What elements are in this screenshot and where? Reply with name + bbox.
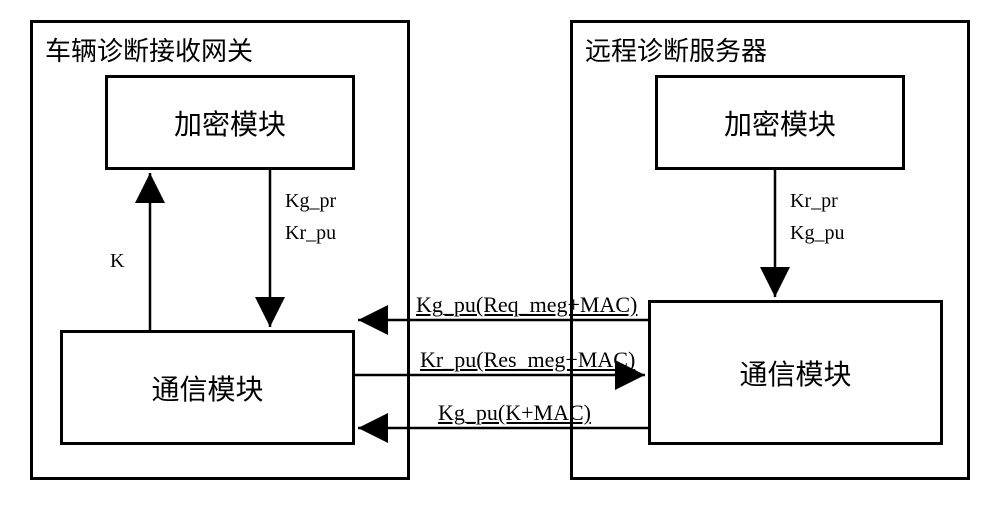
- label-msg3: Kg_pu(K+MAC): [438, 400, 591, 426]
- label-k: K: [110, 250, 124, 273]
- arrow-k-up: [0, 0, 1000, 508]
- label-kg-pu-right: Kg_pu: [790, 222, 844, 245]
- label-kr-pu-left: Kr_pu: [285, 222, 336, 245]
- label-kr-pr: Kr_pr: [790, 190, 838, 213]
- label-msg1: Kg_pu(Req_meg+MAC): [416, 292, 637, 318]
- label-msg2: Kr_pu(Res_meg+MAC): [420, 347, 635, 373]
- label-kg-pr: Kg_pr: [285, 190, 336, 213]
